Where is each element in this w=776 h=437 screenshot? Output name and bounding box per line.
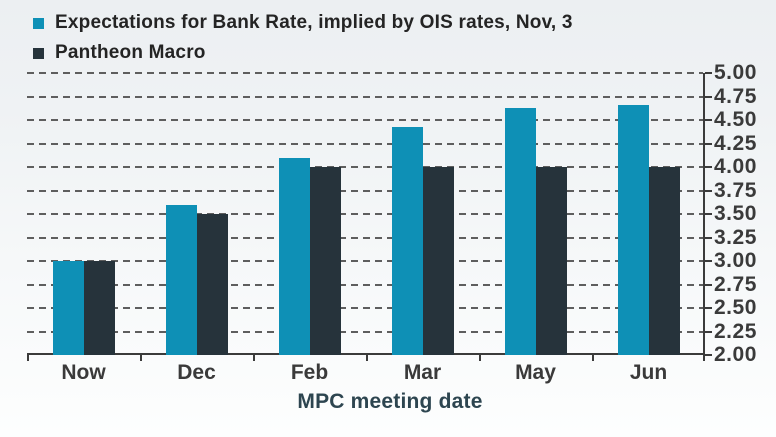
bar-ois-now (52, 261, 84, 355)
bar-ois-may (504, 107, 536, 355)
legend-item-ois: Expectations for Bank Rate, implied by O… (33, 8, 573, 38)
bar-ois-dec (165, 204, 197, 355)
x-axis-line (27, 353, 705, 355)
y-tick-mark-3.25 (705, 236, 712, 239)
gridline-4.25 (27, 142, 703, 145)
gridline-3.00 (27, 260, 703, 262)
y-tick-mark-4.00 (705, 166, 712, 168)
x-category-label-now: Now (61, 361, 106, 384)
y-tick-label-4.00: 4.00 (714, 155, 757, 178)
y-tick-label-3.25: 3.25 (714, 225, 757, 249)
y-tick-mark-4.25 (705, 142, 712, 145)
gridline-3.75 (27, 189, 703, 192)
bar-pantheon-dec (196, 214, 228, 355)
gridline-2.50 (27, 307, 703, 309)
x-category-label-jun: Jun (629, 361, 668, 384)
x-category-label-mar: Mar (403, 361, 442, 384)
x-tick-mark-3 (366, 355, 368, 361)
y-tick-mark-2.50 (705, 307, 712, 309)
y-tick-label-2.25: 2.25 (714, 319, 757, 343)
bar-pantheon-feb (309, 167, 341, 355)
gridline-3.50 (27, 213, 703, 215)
x-tick-mark-2 (253, 355, 255, 361)
y-tick-mark-4.75 (705, 95, 712, 98)
bar-pantheon-now (83, 261, 115, 355)
legend-swatch-ois-icon (33, 17, 44, 29)
x-category-label-may: May (515, 361, 556, 384)
gridline-4.00 (27, 166, 703, 168)
y-tick-mark-5.00 (705, 72, 712, 74)
gridline-3.25 (27, 236, 703, 239)
x-category-label-feb: Feb (290, 361, 329, 384)
x-tick-mark-5 (592, 355, 594, 361)
x-axis-title: MPC meeting date (297, 390, 483, 413)
y-tick-mark-2.00 (705, 354, 712, 356)
y-tick-label-3.75: 3.75 (714, 178, 757, 202)
x-tick-mark-4 (479, 355, 481, 361)
y-tick-mark-2.75 (705, 283, 712, 286)
y-tick-label-4.50: 4.50 (714, 108, 757, 131)
legend-swatch-pantheon-icon (33, 47, 44, 59)
y-axis-line (703, 73, 705, 355)
legend: Expectations for Bank Rate, implied by O… (33, 8, 573, 68)
x-tick-mark-1 (140, 355, 142, 361)
gridline-2.75 (27, 283, 703, 286)
legend-item-pantheon: Pantheon Macro (33, 38, 573, 68)
x-tick-mark-0 (27, 355, 29, 361)
x-tick-mark-6 (703, 355, 705, 361)
gridline-2.25 (27, 330, 703, 333)
y-tick-label-3.50: 3.50 (714, 202, 757, 225)
gridline-5.00 (27, 72, 703, 74)
y-tick-label-4.75: 4.75 (714, 84, 757, 108)
gridline-4.75 (27, 95, 703, 98)
y-tick-label-5.00: 5.00 (714, 61, 757, 84)
y-tick-label-2.00: 2.00 (714, 343, 757, 366)
bar-ois-jun (617, 104, 649, 355)
bar-ois-mar (391, 126, 423, 355)
plot-area (27, 72, 712, 361)
bar-pantheon-jun (648, 167, 680, 355)
y-tick-mark-3.00 (705, 260, 712, 262)
bar-pantheon-mar (422, 167, 454, 355)
y-tick-mark-3.75 (705, 189, 712, 192)
y-tick-label-4.25: 4.25 (714, 131, 757, 155)
y-tick-label-2.50: 2.50 (714, 296, 757, 319)
legend-label-pantheon: Pantheon Macro (55, 42, 206, 63)
y-tick-mark-2.25 (705, 330, 712, 333)
gridline-4.50 (27, 119, 703, 121)
bar-ois-feb (278, 157, 310, 355)
x-category-label-dec: Dec (177, 361, 216, 384)
y-tick-mark-4.50 (705, 119, 712, 121)
y-tick-label-3.00: 3.00 (714, 249, 757, 272)
legend-label-ois: Expectations for Bank Rate, implied by O… (55, 12, 573, 33)
y-tick-label-2.75: 2.75 (714, 272, 757, 296)
bar-pantheon-may (535, 167, 567, 355)
y-tick-mark-3.50 (705, 213, 712, 215)
